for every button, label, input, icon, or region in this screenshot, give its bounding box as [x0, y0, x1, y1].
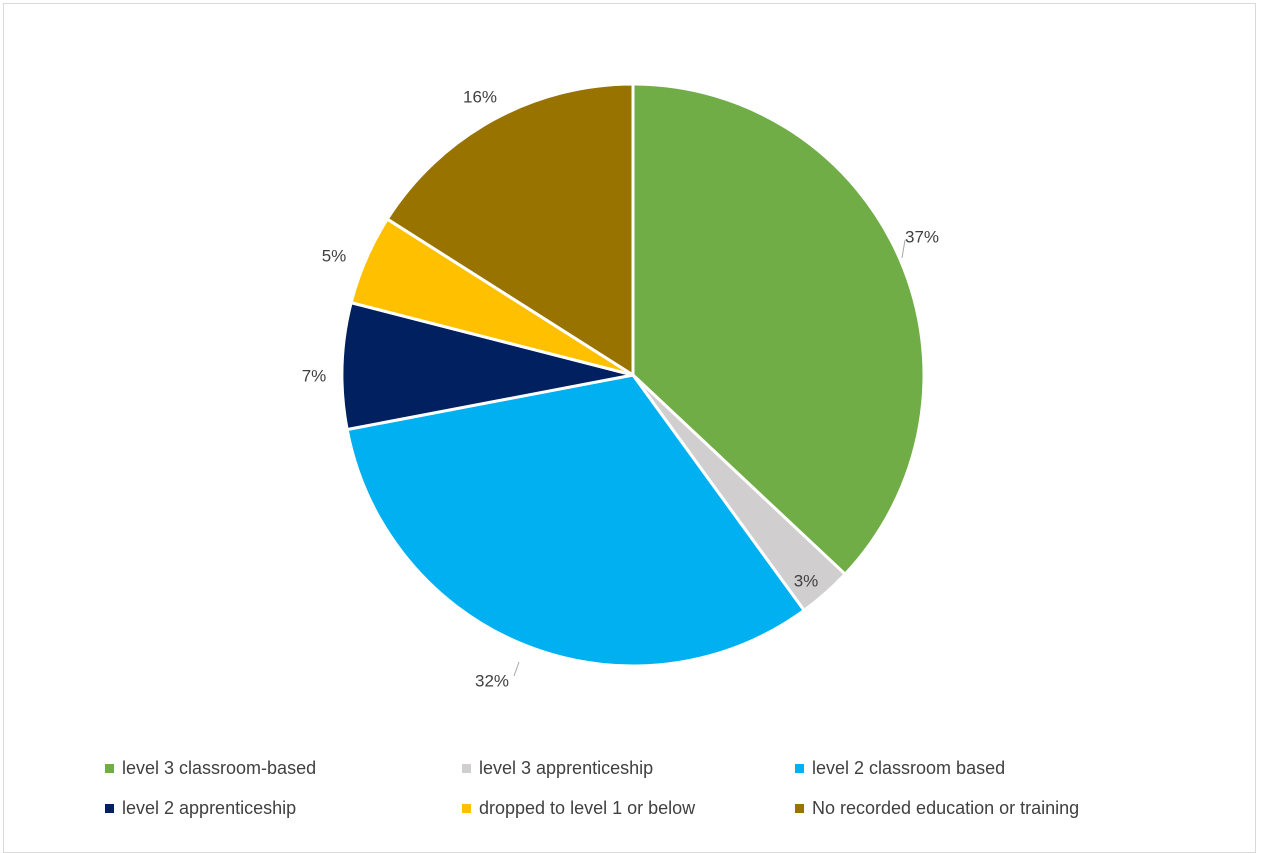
leader-line — [901, 239, 906, 259]
legend-label: No recorded education or training — [812, 797, 1080, 818]
legend-swatch — [105, 803, 114, 813]
legend-label: level 3 classroom-based — [122, 757, 317, 778]
legend: level 3 classroom-based level 3 apprenti… — [105, 756, 1205, 820]
legend-item-dropped-level-1: dropped to level 1 or below — [462, 796, 795, 820]
legend-label: level 2 apprenticeship — [122, 797, 297, 818]
pie-slice — [385, 82, 635, 377]
leader-line — [513, 661, 520, 677]
legend-item-level-2-apprenticeship: level 2 apprenticeship — [105, 796, 462, 820]
legend-label: level 3 apprenticeship — [479, 757, 654, 778]
legend-item-level-3-classroom: level 3 classroom-based — [105, 756, 462, 780]
data-label: 16% — [463, 87, 497, 106]
legend-swatch — [795, 803, 804, 813]
legend-item-level-2-classroom: level 2 classroom based — [795, 756, 1195, 780]
pie-slice — [340, 301, 635, 432]
data-label: 3% — [794, 571, 819, 590]
pie-slice — [345, 373, 806, 668]
legend-item-level-3-apprenticeship: level 3 apprenticeship — [462, 756, 795, 780]
legend-swatch — [795, 763, 804, 773]
legend-label: dropped to level 1 or below — [479, 797, 696, 818]
data-label: 32% — [475, 671, 509, 690]
legend-label: level 2 classroom based — [812, 757, 1006, 778]
data-label: 5% — [322, 246, 347, 265]
legend-item-no-recorded: No recorded education or training — [795, 796, 1195, 820]
data-label: 7% — [302, 366, 327, 385]
data-label: 37% — [905, 227, 939, 246]
legend-swatch — [105, 763, 114, 773]
legend-swatch — [462, 803, 471, 813]
legend-swatch — [462, 763, 471, 773]
pie-slice — [631, 82, 926, 576]
